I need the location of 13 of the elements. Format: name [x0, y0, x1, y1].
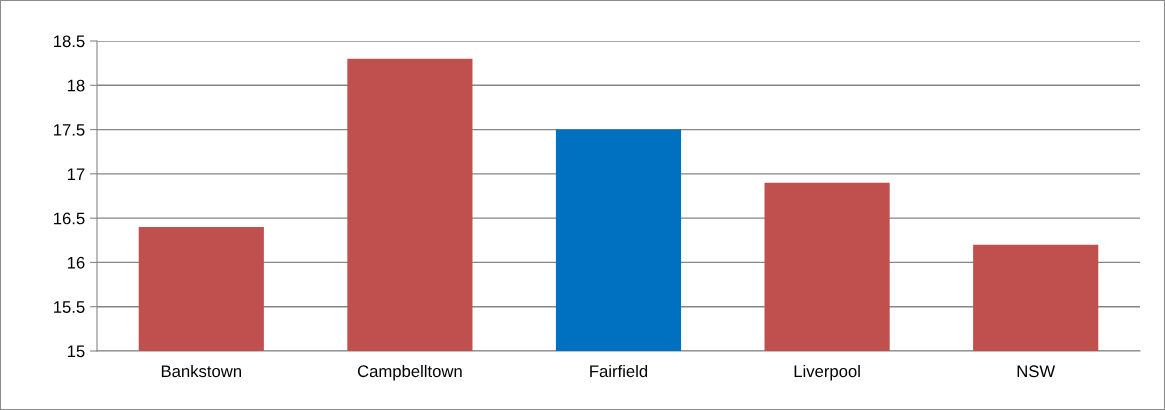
x-tick-label: NSW [1017, 365, 1056, 378]
x-tick-label: Campbelltown [357, 364, 462, 381]
y-tick-label: 18.5 [54, 35, 85, 48]
y-tick-label: 17 [67, 168, 85, 180]
x-tick-label: Liverpool [794, 364, 860, 381]
x-tick-label: Bankstown [161, 364, 241, 378]
y-tick-label: 15 [67, 345, 85, 358]
y-tick-label: 18 [67, 79, 85, 92]
y-tick-label: 17.5 [54, 124, 85, 136]
y-tick-label: 16 [67, 256, 85, 269]
y-tick-label: 15.5 [54, 301, 85, 313]
x-tick-label: Fairfield [590, 364, 648, 378]
y-tick-label: 16.5 [54, 212, 85, 225]
